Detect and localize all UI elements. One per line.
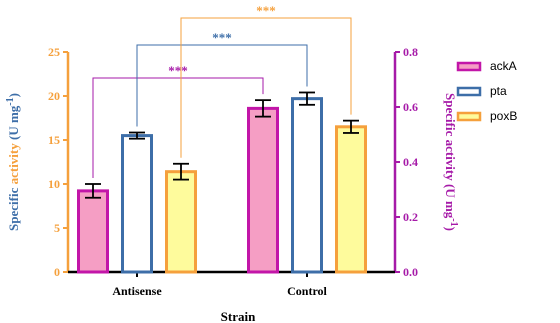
right-axis-tick-label: 0.0 [403,265,418,279]
left-axis-tick-label: 25 [48,45,60,59]
significance-label: *** [212,30,232,45]
legend-swatch [456,86,482,97]
x-axis-title: Strain [221,309,256,323]
legend: ackA pta poxB [456,59,517,123]
y-axis-title-left: Specific activity (U mg-1) [5,93,21,231]
right-axis-tick-label: 0.6 [403,100,418,114]
legend-label: poxB [490,109,517,123]
legend-swatch [456,61,482,72]
legend-label: ackA [490,59,517,73]
y-axis-title-right-sup: -1 [448,218,459,226]
legend-swatch [456,111,482,122]
right-axis-tick-label: 0.2 [403,210,418,224]
significance-bracket [92,77,264,178]
y-axis-title-right: Specific activity (U mg-1) [443,93,459,231]
left-axis-tick-label: 5 [54,221,60,235]
y-axis-title-right-part: Specific activity (U mg [443,93,458,219]
bar [335,125,367,274]
y-axis-title-left-highlight: activity [6,143,21,185]
y-axis-title-right-part: ) [443,227,458,231]
y-axis-title-left-part: Specific [6,184,21,231]
significance-label: *** [168,63,188,78]
legend-label: pta [490,84,507,98]
left-axis-tick-label: 15 [48,133,60,147]
bar [121,134,153,274]
bar [291,97,323,274]
bar [247,106,279,274]
y-axis-title-left-part: ) [6,93,21,97]
bar [77,189,109,274]
axes: 0 5 10 15 20 25 0.0 0.2 0.4 0.6 0.8 Antisense Contro… [5,45,459,298]
significance-bracket [136,44,308,127]
x-axis-tick-label: Control [287,284,327,298]
x-axis-tick-label: Antisense [112,284,162,298]
significance-brackets: *** *** *** [92,3,352,178]
right-axis-tick-label: 0.4 [403,155,418,169]
significance-bracket [180,17,352,158]
left-axis-tick-label: 20 [48,89,60,103]
y-axis-title-left-part: (U mg [6,105,21,143]
right-axis-tick-label: 0.8 [403,45,418,59]
y-axis-title-left-sup: -1 [5,97,16,105]
bars [77,91,367,274]
left-axis-tick-label: 0 [54,265,60,279]
bar [165,170,197,274]
left-axis-tick-label: 10 [48,177,60,191]
significance-label: *** [256,3,276,18]
